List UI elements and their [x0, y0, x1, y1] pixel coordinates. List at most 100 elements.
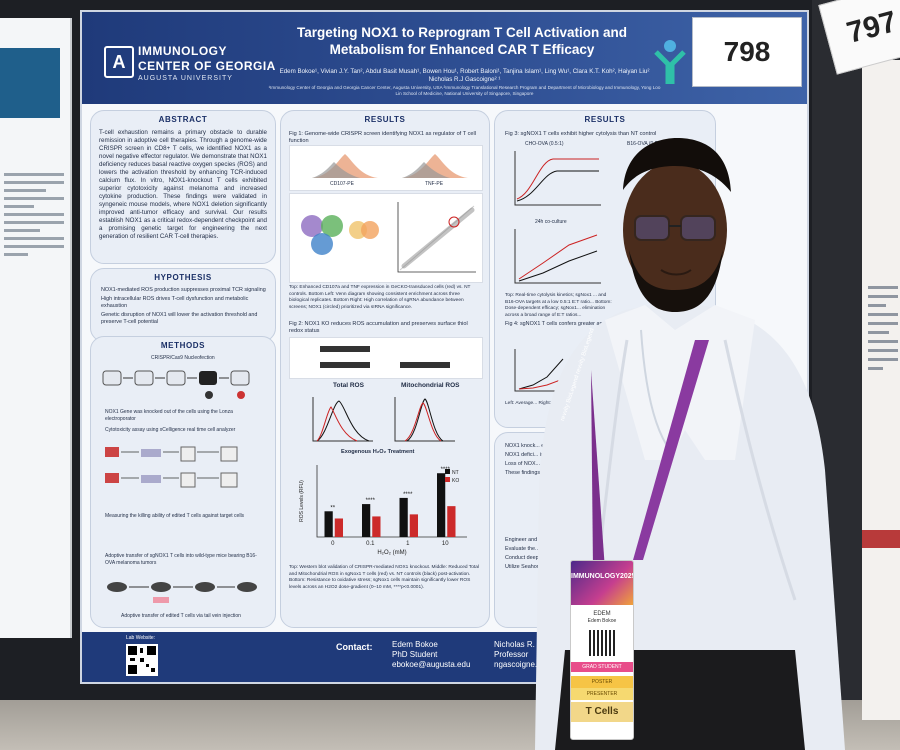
chart-legend-swatch [445, 477, 450, 482]
research-poster: A IMMUNOLOGY CENTER OF GEORGIA AUGUSTA U… [80, 10, 809, 684]
qr-code-icon [126, 644, 158, 676]
name-badge: IMMUNOLOGY2025 EDEM Edem Bokoe GRAD STUD… [570, 560, 634, 740]
contact-1-role: PhD Student [392, 650, 438, 659]
methods-caption: Adoptive transfer of edited T cells via … [121, 613, 241, 619]
hypothesis-item: High intracellular ROS drives T-cell dys… [101, 296, 249, 309]
contact-1-name: Edem Bokoe [392, 640, 438, 649]
badge-poster-strip: POSTER [571, 676, 633, 688]
fig2-caption: Fig 2: NOX1 KO reduces ROS accumulation … [289, 321, 468, 334]
total-ros-heading: Total ROS [333, 382, 364, 389]
correlation-scatter [397, 202, 476, 273]
neighbor-poster-right [862, 60, 900, 720]
chart-legend-swatch [445, 469, 450, 474]
badge-name: EDEM [593, 611, 611, 617]
neighbor-poster-band [0, 48, 60, 118]
badge-presenter-strip: PRESENTER [571, 688, 633, 700]
blot-band [320, 346, 370, 352]
summary-item: NOX1 knock... effector cytot... [505, 443, 577, 449]
hypothesis-item: Genetic disruption of NOX1 will lower th… [101, 312, 258, 325]
contact-2-email: ngascoigne... [494, 660, 542, 669]
chart-bar [334, 518, 343, 537]
flow-histogram-tnf [402, 154, 468, 178]
methods-caption: CRISPR/Cas9 Nucleofection [151, 355, 215, 361]
chart-x-axis-label: H₂O₂ (mM) [377, 550, 406, 556]
blot-band [400, 362, 450, 368]
fig1-caption: Fig 1: Genome-wide CRISPR screen identif… [289, 131, 476, 144]
summary-item: NOX1 defici... in syngeneic... [505, 452, 575, 458]
fig3-caption: Fig 3: sgNOX1 T cells exhibit higher cyt… [505, 131, 657, 137]
chart-significance-label: ** [330, 505, 335, 511]
mouse-transfer-diagram [107, 582, 257, 603]
poster-number-card: 798 [692, 17, 802, 87]
chart-bar [399, 497, 408, 537]
badge-category: T Cells [571, 702, 633, 722]
chart-tick-label: 0.1 [366, 541, 375, 547]
methods-caption: Adoptive transfer of sgNOX1 T cells into… [105, 553, 257, 566]
chart-tick-label: 0 [331, 541, 335, 547]
fig3-legend: Top: Real-time cytolysis kinetics; sgNox… [505, 293, 612, 318]
cytolysis-kinetics-plot [514, 151, 601, 206]
presenter-person [535, 138, 845, 750]
blot-band [320, 362, 370, 368]
venn-diagram [301, 215, 379, 255]
ros-bar-chart: 0**0.1****1****10****H₂O₂ (mM)ROS Levels… [299, 465, 467, 556]
neighbor-poster-right-text [868, 280, 898, 376]
logo-line-1: IMMUNOLOGY [138, 44, 227, 58]
contact-2-role: Professor [494, 650, 529, 659]
fig3-subtitle: 24h co-culture [535, 219, 567, 225]
fig1-venn-and-scatter [289, 193, 483, 283]
chart-bar [437, 473, 446, 537]
poster-title: Targeting NOX1 to Reprogram T Cell Activ… [296, 25, 628, 57]
results-heading: RESULTS [364, 115, 406, 124]
tumor-growth-plot [514, 349, 571, 392]
chart-bar [362, 504, 371, 537]
chart-legend-label: NT [452, 470, 459, 476]
total-ros-histogram [312, 397, 373, 442]
fig1-axis-label: CD107-PE [330, 181, 354, 187]
methods-caption: NOX1 Gene was knocked out of the cells u… [105, 409, 233, 422]
contact-1-email: ebokoe@augusta.edu [392, 660, 471, 669]
nucleofection-diagram [102, 370, 250, 399]
mito-ros-histogram [394, 397, 455, 442]
poster-header: A IMMUNOLOGY CENTER OF GEORGIA AUGUSTA U… [82, 12, 807, 104]
fig3-subtitle: B16-OVA (0.5:1) [627, 141, 664, 147]
logo-line-2: CENTER OF GEORGIA [138, 59, 276, 73]
chart-significance-label: **** [403, 492, 413, 498]
fig1-legend: Top: Enhanced CD107a and TNF expression … [289, 285, 471, 310]
fig3-subtitle: CHO-OVA (0.5:1) [525, 141, 564, 147]
methods-caption: Measuring the killing ability of edited … [105, 513, 245, 519]
neighbor-poster-left [0, 18, 72, 638]
hypothesis-heading: HYPOTHESIS [154, 273, 212, 282]
chart-tick-label: 1 [406, 541, 410, 547]
neighbor-poster-text [4, 168, 64, 261]
chart-legend-label: KO [452, 478, 459, 484]
contact-2-name: Nicholas R. J... [494, 640, 548, 649]
contact-label: Contact: [336, 642, 373, 652]
badge-role: GRAD STUDENT [571, 662, 633, 672]
mito-ros-heading: Mitochondrial ROS [401, 382, 460, 389]
badge-event: IMMUNOLOGY2025 [571, 561, 633, 605]
lab-website-label: Lab Website: [126, 635, 156, 641]
hypothesis-item: NOX1-mediated ROS production suppresses … [101, 287, 266, 293]
cytotoxicity-diagram [105, 446, 238, 488]
neighbor-poster-red-band [862, 530, 900, 548]
fig1-flow-plots: CD107-PE TNF-PE [289, 145, 483, 191]
fig2-legend: Top: Western blot validation of CRISPR-m… [289, 565, 479, 590]
flow-histogram-cd107 [312, 154, 378, 178]
methods-caption: Cytotoxicity assay using xCelligence rea… [105, 427, 236, 433]
poster-affiliations: ¹Immunology Center of Georgia and Georgi… [268, 85, 661, 96]
fig1-axis-label: TNF-PE [425, 181, 444, 187]
contact-2: Nicholas R. J... Professor ngascoigne... [494, 640, 548, 670]
methods-panel: METHODS CRISPR/Cas9 Nucleofection NOX1 G… [90, 336, 276, 628]
results-heading: RESULTS [584, 115, 626, 124]
poster-authors: Edem Bokoe¹, Vivian J.Y. Tan², Abdul Bas… [279, 68, 650, 83]
badge-full-name: Edem Bokoe [587, 618, 617, 624]
hypothesis-panel: HYPOTHESIS NOX1-mediated ROS production … [90, 268, 276, 342]
chart-y-axis-label: ROS Levels (RFU) [299, 480, 305, 522]
chart-bar [409, 514, 418, 537]
antibody-logo-icon [654, 40, 686, 84]
dose-response-plot [514, 229, 601, 284]
results-panel-1: RESULTS Fig 1: Genome-wide CRISPR screen… [280, 110, 490, 628]
methods-heading: METHODS [160, 341, 206, 350]
